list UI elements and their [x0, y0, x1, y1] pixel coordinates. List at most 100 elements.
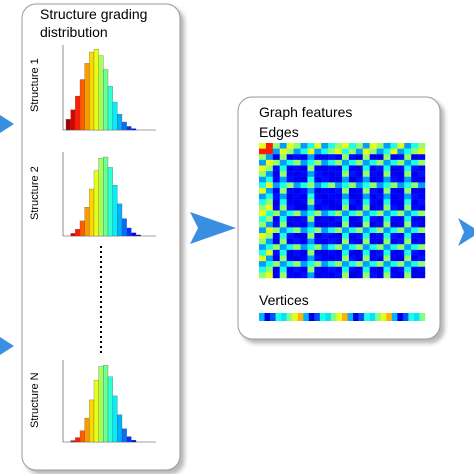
heat-cell	[348, 216, 357, 222]
heat-cell	[321, 244, 329, 251]
heat-cell	[300, 255, 308, 262]
heat-cell	[335, 272, 343, 279]
heat-cell	[286, 272, 294, 279]
hist-bar	[75, 437, 81, 443]
heat-cell	[362, 272, 370, 279]
heat-cell	[321, 233, 329, 239]
heat-cell	[404, 148, 412, 155]
heat-cell	[390, 216, 398, 222]
heat-cell	[328, 159, 336, 166]
heat-cell	[293, 272, 301, 279]
heat-cell	[418, 272, 426, 279]
heat-cell	[335, 244, 343, 251]
heat-cell	[369, 204, 377, 211]
heat-cell	[348, 272, 357, 279]
heat-cell	[383, 249, 391, 256]
heat-cell	[279, 238, 287, 245]
heat-cell	[300, 266, 308, 273]
heat-cell	[418, 221, 426, 228]
heat-cell	[307, 188, 315, 194]
heat-cell	[314, 244, 322, 251]
heat-cell	[307, 154, 315, 161]
heat-cell	[307, 227, 315, 234]
heat-cell	[418, 204, 426, 211]
heat-cell	[362, 249, 370, 256]
heat-cell	[293, 261, 301, 267]
heat-cell	[293, 199, 301, 206]
heat-cell	[362, 244, 370, 251]
heat-cell	[300, 154, 308, 161]
heat-cell	[348, 182, 357, 189]
heat-cell	[355, 176, 363, 183]
hist-bar	[131, 439, 137, 443]
heat-cell	[293, 244, 301, 251]
structure-label: Structure 1	[29, 58, 41, 112]
heat-cell	[369, 233, 377, 239]
heat-cell	[272, 188, 280, 194]
heat-cell	[321, 216, 329, 222]
hist-bar	[131, 128, 137, 131]
heat-cell	[376, 182, 384, 189]
structure-label: Structure N	[29, 372, 41, 428]
heat-cell	[300, 159, 308, 166]
hist-bar	[98, 158, 104, 237]
heat-cell	[390, 154, 398, 161]
heat-cell	[362, 204, 370, 211]
heat-cell	[259, 216, 267, 222]
heat-cell	[362, 159, 370, 166]
heat-cell	[369, 210, 377, 217]
heat-cell	[397, 204, 405, 211]
heat-cell	[383, 182, 391, 189]
heat-cell	[314, 266, 322, 273]
heat-cell	[376, 249, 384, 256]
heat-cell	[272, 238, 280, 245]
heat-cell	[321, 266, 329, 273]
heat-cell	[342, 238, 350, 245]
heat-cell	[300, 272, 308, 279]
heat-cell	[397, 272, 405, 279]
vertex-cell	[397, 313, 404, 321]
panel-title: Structure grading	[40, 6, 147, 22]
heat-cell	[272, 233, 280, 239]
heat-cell	[279, 210, 287, 217]
heat-cell	[342, 176, 350, 183]
heat-cell	[411, 188, 419, 194]
hist-bar	[121, 121, 127, 131]
heat-cell	[355, 188, 363, 194]
heat-cell	[411, 221, 419, 228]
heat-cell	[404, 261, 412, 267]
heat-cell	[279, 188, 287, 194]
heat-cell	[383, 171, 391, 177]
heat-cell	[355, 266, 363, 273]
heat-cell	[390, 210, 398, 217]
heat-cell	[362, 261, 370, 267]
heat-cell	[362, 143, 370, 149]
heat-cell	[397, 143, 405, 149]
heat-cell	[418, 210, 426, 217]
heat-cell	[307, 199, 315, 206]
heat-cell	[321, 182, 329, 189]
heat-cell	[328, 182, 336, 189]
heat-cell	[286, 171, 294, 177]
vertex-cell	[297, 313, 304, 321]
heat-cell	[390, 171, 398, 177]
heat-cell	[369, 165, 377, 172]
hist-bar	[112, 101, 118, 131]
heat-cell	[383, 165, 391, 172]
heat-cell	[369, 188, 377, 194]
heat-cell	[397, 148, 405, 155]
panel	[21, 3, 181, 471]
heat-cell	[321, 165, 329, 172]
heat-cell	[355, 148, 363, 155]
heat-cell	[404, 216, 412, 222]
heat-cell	[355, 210, 363, 217]
heat-cell	[293, 171, 301, 177]
heat-cell	[314, 193, 322, 200]
heat-cell	[279, 171, 287, 177]
heat-cell	[418, 154, 426, 161]
vertex-cell	[413, 313, 420, 321]
heat-cell	[348, 221, 357, 228]
hist-bar	[93, 49, 99, 131]
edges-label: Edges	[259, 124, 299, 140]
hist-bar	[79, 79, 85, 131]
